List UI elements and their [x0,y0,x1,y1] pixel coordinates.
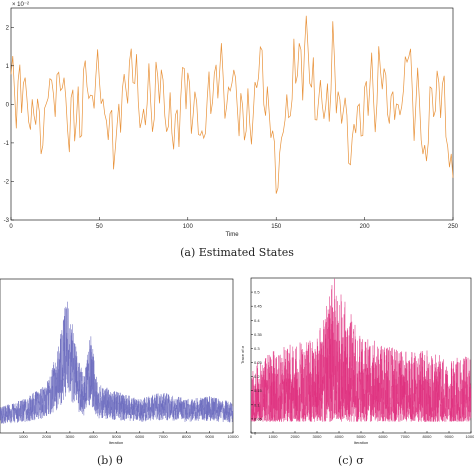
y-ticks-a: -3 -2 -1 0 1 2 [4,25,14,224]
y-tick-label-c: 0.1 [254,402,260,407]
x-tick-label-a: 100 [183,224,194,230]
x-tick-label-b: 9000 [205,434,215,439]
x-tick-label-b: 8000 [182,434,192,439]
x-tick-label-b: 5000 [112,434,122,439]
series-line-estimated-states [10,15,454,194]
panel-estimated-states: 0 50 100 150 200 250 -3 -2 -1 0 1 2 Time × 10⁻² [4,2,459,238]
caption-theta: (b) θ [97,454,123,467]
y-axis-label-c: Trace of σ [240,345,245,364]
x-ticks-a: 0 50 100 150 200 250 [9,217,459,230]
y-tick-label-c: 0.5 [254,290,260,295]
x-tick-label-b: 7000 [159,434,169,439]
plot-frame-a [10,7,454,221]
x-tick-label-c: 9000 [445,434,455,439]
y-tick-label-a: -1 [4,141,10,147]
x-tick-label-a: 0 [9,224,13,230]
x-ticks-b: 1000 2000 3000 4000 5000 6000 7000 8000 9000 1000… [19,431,239,439]
y-tick-label-a: 2 [6,25,10,31]
x-axis-label-b: Iteration [109,440,123,445]
y-tick-label-c: 0.05 [254,416,263,421]
x-tick-label-b: 3000 [65,434,75,439]
y-tick-label-c: 0.4 [254,318,260,323]
caption-sigma: (c) σ [338,454,364,467]
x-tick-label-c: 4000 [335,434,345,439]
panel-sigma: 0 1000 2000 3000 4000 5000 6000 7000 8000 9000 100… [240,277,474,445]
x-tick-label-c: 2000 [291,434,301,439]
x-tick-label-c: 3000 [313,434,323,439]
x-tick-label-b: 6000 [135,434,145,439]
x-tick-label-b: 10000 [227,434,239,439]
caption-estimated-states: (a) Estimated States [180,246,294,259]
y-tick-label-a: -3 [4,218,10,224]
y-tick-label-c: 0.35 [254,332,263,337]
y-tick-label-c: 0 [254,431,257,436]
x-tick-label-c: 6000 [379,434,389,439]
x-tick-label-b: 1000 [19,434,29,439]
x-tick-label-c: 1000 [269,434,279,439]
y-tick-label-c: 0.3 [254,346,260,351]
x-tick-label-c: 0 [250,434,253,439]
y-tick-label-c: 0.15 [254,388,263,393]
panel-theta: 1000 2000 3000 4000 5000 6000 7000 8000 9000 1000… [0,278,239,445]
x-tick-label-a: 50 [96,224,103,230]
y-exponent-label: × 10⁻² [12,2,29,8]
x-tick-label-b: 4000 [89,434,99,439]
x-axis-label-a: Time [225,232,239,238]
series-line-sigma [250,278,472,423]
x-tick-label-b: 2000 [42,434,52,439]
series-line-theta [0,301,234,424]
x-axis-label-c: Iteration [354,440,368,445]
x-tick-label-c: 7000 [401,434,411,439]
x-tick-label-a: 200 [360,224,371,230]
y-tick-label-a: 0 [6,102,10,108]
y-tick-label-a: -2 [4,179,10,185]
y-ticks-c: 0 0.05 0.1 0.15 0.2 0.25 0.3 0.35 0.4 0.45 0.5 [251,290,263,436]
x-tick-label-a: 150 [271,224,282,230]
y-tick-label-c: 0.25 [254,360,263,365]
x-tick-label-c: 5000 [357,434,367,439]
x-tick-label-c: 10000 [465,434,474,439]
x-ticks-c: 0 1000 2000 3000 4000 5000 6000 7000 8000 9000 100… [250,431,474,439]
x-tick-label-c: 8000 [423,434,433,439]
y-tick-label-a: 1 [6,64,10,70]
y-tick-label-c: 0.45 [254,304,263,309]
y-tick-label-c: 0.2 [254,374,260,379]
x-tick-label-a: 250 [448,224,459,230]
